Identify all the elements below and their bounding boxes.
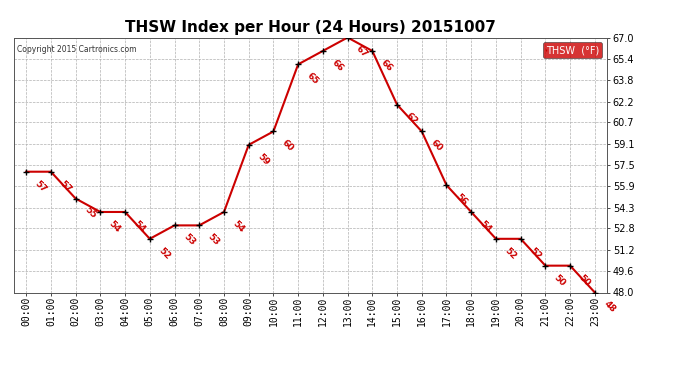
- Text: 67: 67: [355, 45, 370, 60]
- Text: 54: 54: [478, 219, 493, 234]
- Text: 54: 54: [107, 219, 123, 234]
- Text: 57: 57: [33, 178, 48, 194]
- Text: 53: 53: [181, 232, 197, 248]
- Text: 53: 53: [206, 232, 221, 248]
- Text: 52: 52: [528, 246, 543, 261]
- Legend: THSW  (°F): THSW (°F): [543, 42, 602, 58]
- Text: 54: 54: [132, 219, 147, 234]
- Text: 48: 48: [602, 300, 617, 315]
- Title: THSW Index per Hour (24 Hours) 20151007: THSW Index per Hour (24 Hours) 20151007: [125, 20, 496, 35]
- Text: 60: 60: [428, 138, 444, 153]
- Text: 66: 66: [330, 58, 345, 73]
- Text: 50: 50: [577, 273, 592, 288]
- Text: 52: 52: [503, 246, 518, 261]
- Text: 52: 52: [157, 246, 172, 261]
- Text: 57: 57: [58, 178, 73, 194]
- Text: 50: 50: [552, 273, 567, 288]
- Text: 65: 65: [305, 71, 320, 87]
- Text: 56: 56: [453, 192, 469, 207]
- Text: 54: 54: [231, 219, 246, 234]
- Text: 66: 66: [380, 58, 395, 73]
- Text: 59: 59: [255, 152, 271, 167]
- Text: 60: 60: [280, 138, 295, 153]
- Text: 55: 55: [83, 206, 98, 221]
- Text: Copyright 2015 Cartronics.com: Copyright 2015 Cartronics.com: [17, 45, 136, 54]
- Text: 62: 62: [404, 111, 420, 127]
